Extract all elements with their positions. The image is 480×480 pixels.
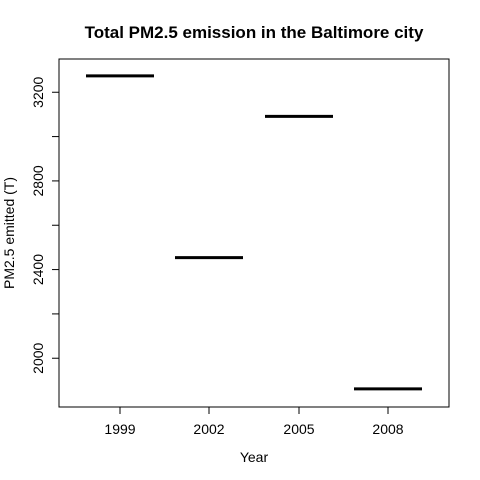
x-axis: 1999 2002 2005 2008 (104, 407, 404, 437)
data-series (86, 74, 422, 391)
x-tick-label: 2002 (193, 421, 224, 437)
y-tick-label: 3200 (30, 76, 46, 107)
x-tick-label: 1999 (104, 421, 135, 437)
y-tick-label: 2000 (30, 342, 46, 373)
chart-title: Total PM2.5 emission in the Baltimore ci… (85, 23, 424, 42)
y-tick-label: 2400 (30, 254, 46, 285)
plot-frame (58, 58, 450, 408)
x-axis-label: Year (240, 449, 269, 465)
y-axis: 2000 2400 2800 3200 (30, 76, 59, 374)
x-tick-label: 2005 (283, 421, 314, 437)
y-axis-label: PM2.5 emitted (T) (1, 177, 17, 289)
y-tick-label: 2800 (30, 165, 46, 196)
x-tick-label: 2008 (372, 421, 403, 437)
